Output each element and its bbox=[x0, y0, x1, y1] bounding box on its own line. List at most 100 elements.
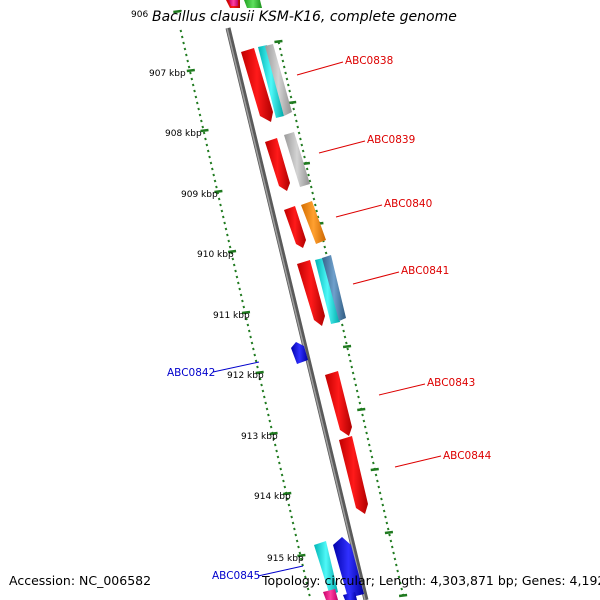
scale-tick-minor bbox=[294, 533, 298, 537]
scale-tick-minor bbox=[288, 89, 291, 93]
scale-tick-minor bbox=[297, 131, 301, 135]
scale-tick-minor bbox=[215, 185, 218, 189]
gene-arrow-abc0845[interactable] bbox=[333, 537, 364, 598]
scale-tick-minor bbox=[363, 425, 367, 429]
gene-label-abc0843[interactable]: ABC0843 bbox=[427, 377, 475, 389]
scale-tick-minor bbox=[292, 107, 296, 111]
scale-tick-minor bbox=[347, 353, 351, 357]
scale-tick-minor bbox=[183, 47, 187, 51]
gene-label-abc0842[interactable]: ABC0842 bbox=[167, 367, 215, 379]
scale-tick-minor bbox=[397, 575, 401, 579]
scale-tick-minor bbox=[385, 521, 389, 525]
gene-track-gray[interactable] bbox=[265, 44, 292, 116]
scale-tick-minor bbox=[235, 275, 239, 279]
scale-tick-minor bbox=[388, 533, 391, 537]
scale-tick-minor bbox=[228, 245, 232, 249]
gene-arrow-abc0840[interactable] bbox=[284, 206, 306, 248]
scale-tick-minor bbox=[289, 95, 293, 99]
gene-label-abc0845[interactable]: ABC0845 bbox=[212, 570, 260, 582]
gene-arrow-reverse[interactable] bbox=[343, 592, 357, 600]
scale-tick-minor bbox=[273, 443, 277, 447]
scale-tick-minor bbox=[390, 545, 394, 549]
gene-features bbox=[226, 0, 368, 600]
scale-tick-minor bbox=[389, 539, 393, 543]
scale-tick-minor bbox=[312, 197, 316, 201]
gene-track-steelblue[interactable] bbox=[322, 255, 346, 321]
scale-tick-minor bbox=[304, 575, 307, 579]
scale-tick-minor bbox=[392, 551, 395, 555]
scale-tick-minor bbox=[245, 317, 248, 321]
scale-label-908: 908 kbp bbox=[165, 129, 202, 139]
gene-arrow-abc0844[interactable] bbox=[339, 436, 368, 514]
scale-tick-minor bbox=[224, 227, 228, 231]
scale-tick-minor bbox=[208, 155, 211, 159]
scale-label-907: 907 kbp bbox=[149, 69, 186, 79]
scale-tick-minor bbox=[275, 449, 278, 453]
scale-tick-major bbox=[214, 189, 223, 194]
scale-tick-minor bbox=[370, 455, 374, 459]
scale-tick-minor bbox=[301, 149, 305, 153]
scale-tick-major bbox=[398, 593, 408, 598]
gene-track-cyan[interactable] bbox=[314, 541, 338, 596]
scale-tick-minor bbox=[362, 419, 366, 423]
gene-arrow-abc0838[interactable] bbox=[241, 48, 273, 122]
scale-label-912: 912 kbp bbox=[227, 371, 264, 381]
scale-tick-minor bbox=[278, 47, 282, 51]
scale-tick-minor bbox=[260, 383, 263, 387]
scale-tick-minor bbox=[291, 521, 295, 525]
scale-tick-major bbox=[269, 431, 278, 436]
genome-summary-text: Topology: circular; Length: 4,303,871 bp… bbox=[262, 573, 600, 588]
scale-tick-minor bbox=[306, 587, 310, 591]
gene-label-abc0838[interactable]: ABC0838 bbox=[345, 55, 393, 67]
gene-arrow-pink[interactable] bbox=[229, 0, 238, 6]
scale-tick-minor bbox=[213, 179, 217, 183]
gene-track-cyan[interactable] bbox=[258, 45, 284, 118]
backbone-highlight bbox=[226, 27, 366, 600]
scale-tick-minor bbox=[258, 377, 262, 381]
scale-label-911: 911 kbp bbox=[213, 311, 250, 321]
scale-tick-minor bbox=[227, 239, 231, 243]
scale-tick-minor bbox=[200, 119, 203, 123]
scale-tick-minor bbox=[281, 59, 285, 63]
gene-label-abc0839[interactable]: ABC0839 bbox=[367, 134, 415, 146]
scale-tick-minor bbox=[186, 59, 190, 63]
scale-tick-minor bbox=[293, 527, 296, 531]
gene-arrow-green[interactable] bbox=[244, 0, 262, 8]
scale-tick-minor bbox=[340, 323, 344, 327]
scale-tick-minor bbox=[191, 83, 195, 87]
scale-tick-major bbox=[384, 530, 394, 535]
scale-tick-minor bbox=[202, 131, 206, 135]
scale-tick-minor bbox=[299, 137, 302, 141]
scale-tick-minor bbox=[279, 467, 283, 471]
scale-tick-minor bbox=[380, 497, 383, 501]
gene-label-abc0841[interactable]: ABC0841 bbox=[401, 265, 449, 277]
gene-label-abc0840[interactable]: ABC0840 bbox=[384, 198, 432, 210]
scale-tick-minor bbox=[342, 329, 345, 333]
scale-tick-minor bbox=[396, 569, 399, 573]
scale-tick-minor bbox=[256, 365, 259, 369]
gene-arrow-pink[interactable] bbox=[323, 589, 338, 600]
gene-arrow-abc0843[interactable] bbox=[325, 371, 352, 436]
scale-tick-minor bbox=[197, 107, 200, 111]
scale-tick-major bbox=[227, 249, 237, 254]
scale-tick-major bbox=[283, 491, 292, 496]
gene-track-cyan[interactable] bbox=[315, 258, 340, 324]
scale-tick-minor bbox=[372, 461, 375, 465]
scale-tick-major bbox=[274, 39, 283, 44]
gene-arrow-abc0839[interactable] bbox=[265, 138, 290, 191]
scale-label-915: 915 kbp bbox=[267, 554, 304, 564]
gene-track-gray[interactable] bbox=[284, 132, 310, 187]
scale-tick-minor bbox=[193, 89, 196, 93]
scale-tick-minor bbox=[308, 179, 312, 183]
scale-tick-minor bbox=[307, 173, 310, 177]
map-title: Bacillus clausii KSM-K16, complete genom… bbox=[152, 9, 457, 25]
scale-tick-minor bbox=[343, 335, 347, 339]
scale-tick-minor bbox=[221, 215, 225, 219]
gene-track-orange[interactable] bbox=[301, 201, 326, 244]
gene-arrow-abc0842[interactable] bbox=[291, 342, 308, 364]
gene-arrow-abc0841[interactable] bbox=[297, 260, 325, 326]
gene-label-abc0844[interactable]: ABC0844 bbox=[443, 450, 492, 462]
scale-tick-minor bbox=[262, 395, 266, 399]
scale-tick-minor bbox=[296, 125, 300, 129]
